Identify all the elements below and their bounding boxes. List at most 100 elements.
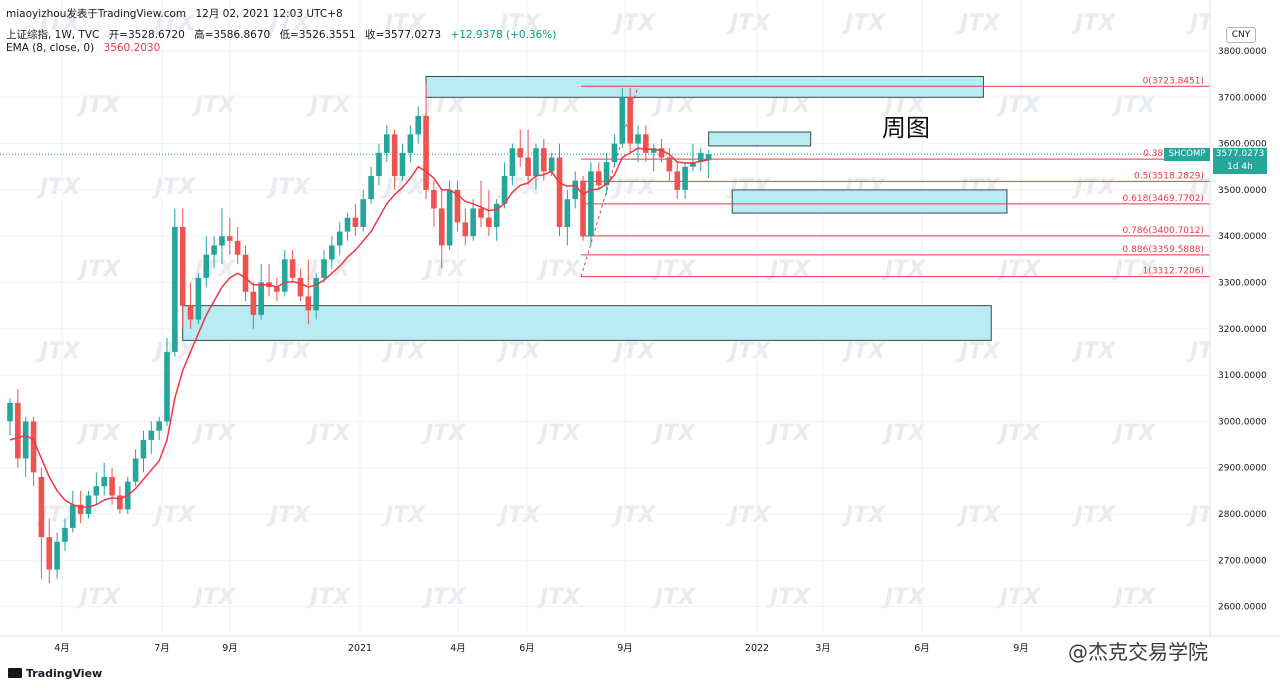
candle-body[interactable] (321, 259, 327, 278)
candle-body[interactable] (619, 97, 626, 144)
candle-body[interactable] (360, 199, 367, 227)
candle-body[interactable] (446, 189, 453, 246)
candle-body[interactable] (407, 134, 414, 153)
candle-body[interactable] (211, 245, 217, 255)
watermark-tile: JTX (1071, 11, 1116, 36)
candle-body[interactable] (509, 148, 516, 177)
candle-body[interactable] (682, 166, 688, 190)
candle-body[interactable] (352, 217, 359, 227)
candle-body[interactable] (399, 152, 406, 177)
candle-body[interactable] (384, 134, 390, 153)
candle-body[interactable] (164, 351, 170, 422)
candle-body[interactable] (611, 143, 618, 163)
candle-body[interactable] (7, 402, 13, 422)
candle-body[interactable] (329, 245, 335, 260)
candle-body[interactable] (219, 236, 225, 246)
candle-body[interactable] (46, 537, 53, 570)
candle-body[interactable] (22, 421, 29, 459)
candle-body[interactable] (541, 148, 547, 172)
supply-demand-zone[interactable] (182, 305, 992, 341)
candle-body[interactable] (548, 157, 555, 172)
candle-body[interactable] (635, 134, 641, 144)
candle-body[interactable] (289, 259, 296, 278)
candle-body[interactable] (172, 226, 178, 352)
symbol-label[interactable]: 上证综指, 1W, TVC (6, 29, 100, 41)
candle-body[interactable] (564, 199, 571, 227)
watermark-tile: JTX (1071, 503, 1116, 528)
candle-body[interactable] (674, 171, 681, 190)
candle-body[interactable] (705, 154, 712, 161)
candle-body[interactable] (62, 527, 68, 542)
candle-body[interactable] (454, 189, 461, 223)
candle-body[interactable] (627, 97, 633, 144)
candle-body[interactable] (274, 287, 280, 292)
candle-body[interactable] (698, 152, 704, 163)
candle-body[interactable] (179, 226, 186, 306)
candle-body[interactable] (470, 208, 476, 237)
candle-body[interactable] (187, 305, 194, 320)
candle-body[interactable] (580, 180, 586, 237)
candle-body[interactable] (391, 134, 398, 177)
candle-body[interactable] (478, 208, 484, 218)
candle-body[interactable] (109, 476, 115, 496)
candle-body[interactable] (572, 180, 578, 200)
candle-body[interactable] (258, 282, 264, 315)
candle-body[interactable] (70, 504, 76, 528)
candle-body[interactable] (195, 277, 202, 320)
candle-body[interactable] (423, 115, 429, 190)
supply-demand-zone[interactable] (731, 189, 1008, 214)
candle-body[interactable] (54, 541, 60, 570)
candle-body[interactable] (242, 254, 249, 292)
candle-body[interactable] (15, 402, 21, 459)
candle-body[interactable] (493, 203, 500, 227)
candle-body[interactable] (556, 157, 563, 227)
candle-body[interactable] (85, 495, 92, 514)
candle-body[interactable] (603, 162, 610, 186)
candle-body[interactable] (431, 189, 437, 209)
candle-body[interactable] (313, 277, 319, 311)
candle-body[interactable] (140, 439, 147, 459)
candle-body[interactable] (690, 162, 696, 167)
candle-body[interactable] (305, 296, 312, 311)
supply-demand-zone[interactable] (425, 75, 984, 98)
candle-body[interactable] (438, 208, 445, 246)
candle-body[interactable] (30, 421, 37, 473)
candle-body[interactable] (250, 291, 257, 315)
candle-body[interactable] (281, 259, 288, 292)
candle-body[interactable] (462, 222, 469, 237)
candle-body[interactable] (658, 148, 665, 158)
candle-body[interactable] (643, 134, 649, 153)
currency-button[interactable]: CNY (1226, 27, 1256, 43)
candle-body[interactable] (156, 421, 162, 431)
candle-body[interactable] (117, 495, 123, 510)
candle-body[interactable] (203, 254, 210, 278)
candle-body[interactable] (93, 486, 100, 496)
candle-body[interactable] (148, 430, 155, 440)
candle-body[interactable] (344, 217, 351, 232)
candle-body[interactable] (666, 157, 673, 172)
candle-body[interactable] (297, 277, 304, 297)
candle-body[interactable] (595, 171, 602, 186)
supply-demand-zone[interactable] (708, 131, 812, 147)
candle-body[interactable] (533, 148, 539, 177)
candle-body[interactable] (101, 476, 107, 487)
candle-body[interactable] (368, 176, 374, 200)
candle-body[interactable] (650, 148, 657, 153)
candle-body[interactable] (132, 458, 139, 482)
candle-body[interactable] (415, 115, 421, 135)
ema-indicator-label[interactable]: EMA (8, close, 0) (6, 42, 95, 54)
candle-body[interactable] (525, 157, 531, 177)
candle-body[interactable] (517, 148, 524, 158)
ema-line[interactable] (9, 147, 709, 508)
candle-body[interactable] (77, 504, 84, 514)
candle-body[interactable] (227, 236, 233, 241)
candle-body[interactable] (501, 176, 508, 204)
candle-body[interactable] (376, 152, 382, 177)
candle-body[interactable] (588, 171, 594, 237)
candle-body[interactable] (38, 476, 45, 538)
candle-body[interactable] (486, 217, 492, 227)
tradingview-logo[interactable]: TradingView (8, 667, 102, 680)
candle-body[interactable] (336, 231, 343, 246)
candle-body[interactable] (234, 240, 241, 255)
